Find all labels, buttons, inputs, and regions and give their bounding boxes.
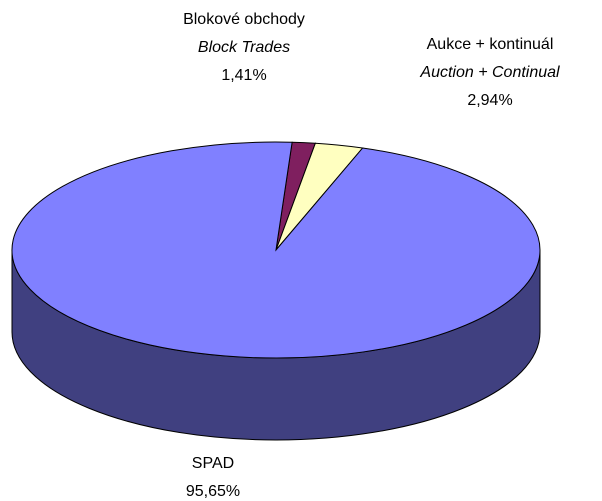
value-label: 1,41% — [221, 67, 266, 84]
category-subtitle: Block Trades — [198, 39, 290, 56]
pie-slice — [11, 141, 541, 359]
value-label: 2,94% — [467, 92, 512, 109]
value-label: 95,65% — [186, 483, 240, 500]
category-label: Aukce + kontinuál — [427, 36, 554, 53]
category-label: SPAD — [192, 455, 234, 472]
slice-label: SPAD 95,65% — [186, 455, 240, 500]
category-subtitle: Auction + Continual — [419, 64, 560, 81]
slice-label: Aukce + kontinuál Auction + Continual 2,94… — [419, 36, 560, 109]
category-label: Blokové obchody — [183, 11, 305, 28]
slice-label: Blokové obchody Block Trades 1,41% — [183, 11, 305, 84]
